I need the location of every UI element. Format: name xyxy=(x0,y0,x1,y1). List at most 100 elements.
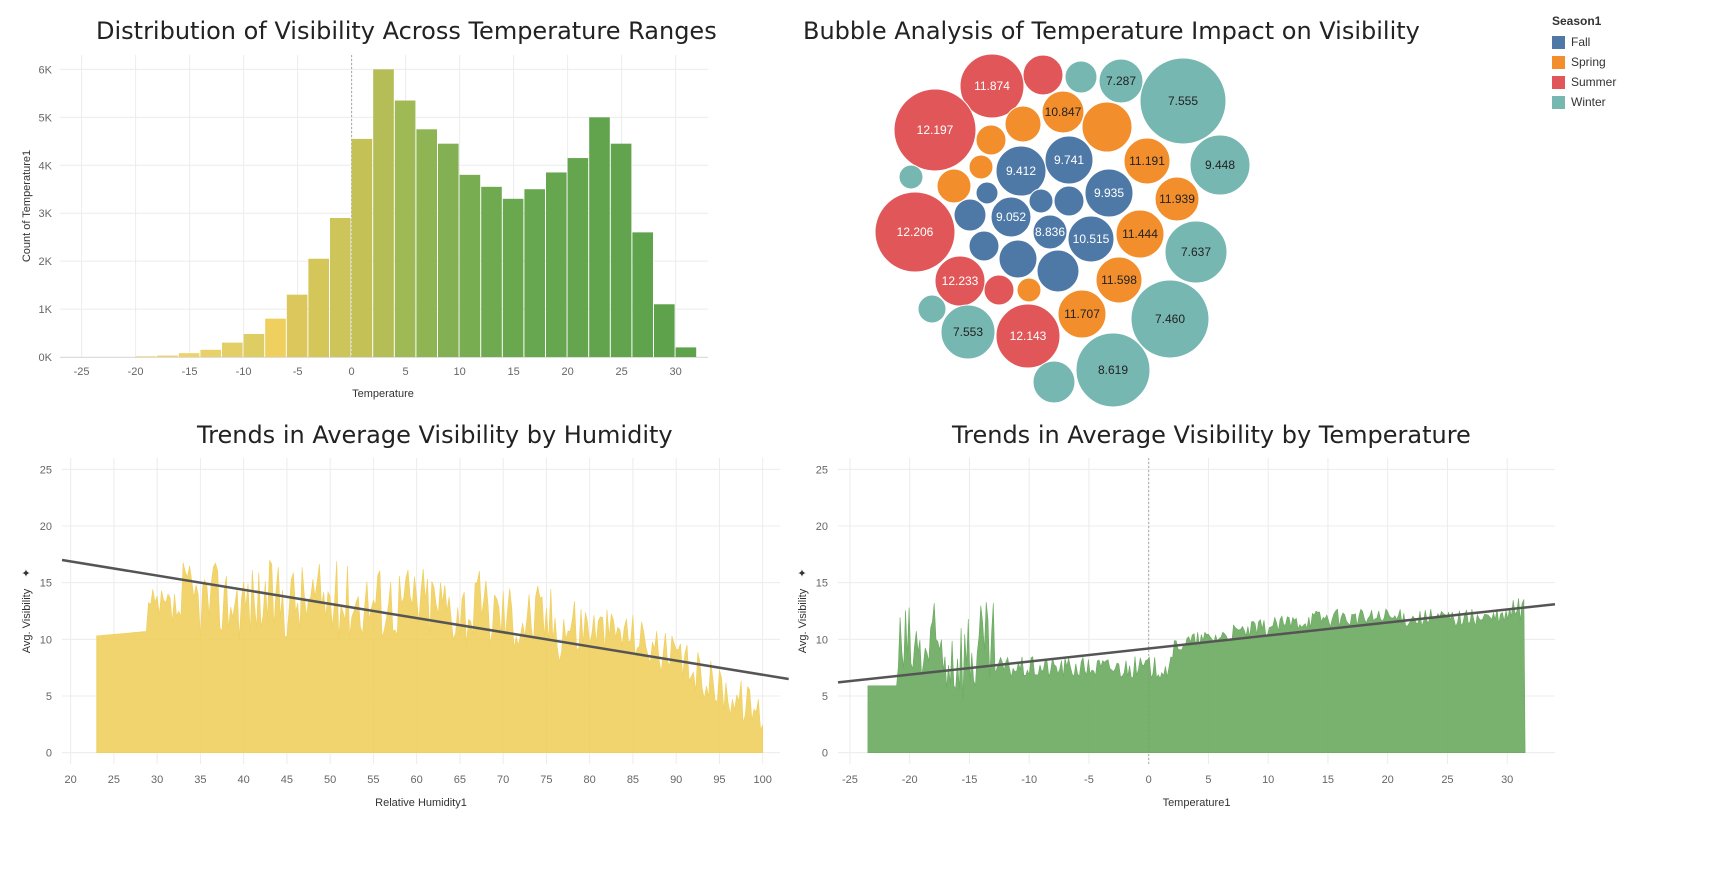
bubble-winter[interactable] xyxy=(1139,57,1227,145)
bubble-winter[interactable] xyxy=(1164,220,1228,284)
bubble-spring[interactable] xyxy=(968,154,994,180)
histogram-bar[interactable] xyxy=(178,353,200,357)
histogram-bar[interactable] xyxy=(675,347,697,357)
x-tick-label: 55 xyxy=(367,774,379,786)
bubble-fall[interactable] xyxy=(1044,135,1094,185)
histogram-bar[interactable] xyxy=(135,356,157,357)
histogram-bar[interactable] xyxy=(308,258,329,357)
y-tick-label: 20 xyxy=(40,521,52,533)
bubble-spring[interactable] xyxy=(1016,277,1042,303)
bubble-fall[interactable] xyxy=(995,145,1047,197)
x-tick-label: 5 xyxy=(1205,774,1211,786)
pin-icon[interactable]: ✦ xyxy=(797,568,809,577)
histogram-bar[interactable] xyxy=(330,217,351,357)
bubble-spring[interactable] xyxy=(1057,289,1107,339)
bubble-spring[interactable] xyxy=(1123,137,1171,185)
visibility-area[interactable] xyxy=(96,559,764,753)
bubble-fall[interactable] xyxy=(1084,168,1134,218)
legend-item-winter[interactable]: Winter xyxy=(1552,92,1616,112)
y-tick-label: 25 xyxy=(40,464,52,476)
bubble-spring[interactable] xyxy=(1154,176,1200,222)
histogram-bar[interactable] xyxy=(373,69,394,357)
histogram-bar[interactable] xyxy=(286,294,308,357)
bubble-label: 7.553 xyxy=(953,325,983,339)
trend-line[interactable] xyxy=(837,602,1556,684)
x-tick-label: 0 xyxy=(349,366,355,378)
y-tick-label: 0 xyxy=(46,748,52,760)
histogram-bar[interactable] xyxy=(589,117,610,357)
x-tick-label: -5 xyxy=(293,366,303,378)
y-axis-title: Avg. Visibility xyxy=(797,588,809,653)
histogram-bar[interactable] xyxy=(654,304,675,357)
bubble-winter[interactable] xyxy=(940,304,996,360)
bubble-winter[interactable] xyxy=(1098,58,1144,104)
bubble-spring[interactable] xyxy=(1095,256,1143,304)
bubble-summer[interactable] xyxy=(893,88,977,172)
bubble-spring[interactable] xyxy=(936,168,972,204)
bubble-label: 8.619 xyxy=(1098,363,1128,377)
bubble-winter[interactable] xyxy=(1189,134,1251,196)
histogram-bar[interactable] xyxy=(243,333,265,357)
histogram-bar[interactable] xyxy=(394,100,416,358)
legend-item-spring[interactable]: Spring xyxy=(1552,52,1616,72)
bubble-spring[interactable] xyxy=(1081,101,1133,153)
histogram-bar[interactable] xyxy=(481,186,502,357)
bubble-summer[interactable] xyxy=(983,274,1015,306)
histogram-bar[interactable] xyxy=(632,232,653,357)
bubble-summer[interactable] xyxy=(959,53,1025,119)
bubble-spring[interactable] xyxy=(1115,209,1165,259)
histogram-bar[interactable] xyxy=(524,189,545,357)
bubble-summer[interactable] xyxy=(874,191,956,273)
bubble-winter[interactable] xyxy=(1064,60,1098,94)
histogram-bar[interactable] xyxy=(567,158,589,357)
histogram-bar[interactable] xyxy=(438,143,459,357)
bubble-winter[interactable] xyxy=(917,294,947,324)
histogram-bar[interactable] xyxy=(610,143,632,357)
x-tick-label: 30 xyxy=(151,774,163,786)
humidity-area-chart: 20 25 30 35 40 45 50 55 60 65 70 75 80 85 90 95 100 0 5 10 1… xyxy=(21,458,789,809)
pin-icon[interactable]: ✦ xyxy=(21,568,33,577)
bubble-fall[interactable] xyxy=(1053,185,1085,217)
bubble-label: 7.555 xyxy=(1168,94,1198,108)
bubble-winter[interactable] xyxy=(898,164,924,190)
histogram-bar[interactable] xyxy=(459,174,481,357)
bubble-fall[interactable] xyxy=(1028,188,1054,214)
bubble-winter[interactable] xyxy=(1075,332,1151,408)
histogram-bar[interactable] xyxy=(416,129,437,357)
bubble-spring[interactable] xyxy=(975,124,1007,156)
legend-title: Season1 xyxy=(1552,14,1602,28)
x-tick-label: 75 xyxy=(540,774,552,786)
bubble-fall[interactable] xyxy=(998,239,1038,279)
legend-item-summer[interactable]: Summer xyxy=(1552,72,1616,92)
histogram-bar[interactable] xyxy=(351,138,373,357)
bubble-fall[interactable] xyxy=(1067,215,1115,263)
bubble-winter[interactable] xyxy=(1130,279,1210,359)
bubble-fall[interactable] xyxy=(1036,249,1080,293)
bubble-summer[interactable] xyxy=(995,303,1061,369)
bubble-fall[interactable] xyxy=(953,198,987,232)
histogram-bar[interactable] xyxy=(546,172,567,357)
bubble-fall[interactable] xyxy=(975,181,999,205)
y-axis-title: Avg. Visibility xyxy=(21,588,33,653)
bubble-spring[interactable] xyxy=(1004,105,1042,143)
bubble-summer[interactable] xyxy=(1022,54,1064,96)
visibility-area[interactable] xyxy=(867,598,1526,753)
legend-item-fall[interactable]: Fall xyxy=(1552,32,1616,52)
bubble-winter[interactable] xyxy=(1032,360,1076,404)
histogram-bar[interactable] xyxy=(265,318,286,357)
bubble-fall[interactable] xyxy=(968,230,1000,262)
season-legend: Season1 Fall Spring Summer Winter xyxy=(1552,14,1616,112)
x-axis-title: Temperature1 xyxy=(1163,797,1231,809)
histogram-bar[interactable] xyxy=(222,342,243,357)
bubble-fall[interactable] xyxy=(990,196,1032,238)
trend-line[interactable] xyxy=(61,558,789,681)
bubble-spring[interactable] xyxy=(1041,90,1085,134)
histogram-bar[interactable] xyxy=(502,198,524,357)
x-tick-label: 25 xyxy=(1441,774,1453,786)
x-tick-label: 35 xyxy=(194,774,206,786)
x-tick-label: 15 xyxy=(507,366,519,378)
histogram-bar[interactable] xyxy=(157,355,178,357)
bubble-fall[interactable] xyxy=(1032,214,1068,250)
histogram-bar[interactable] xyxy=(200,349,221,357)
bubble-label: 12.206 xyxy=(897,225,934,239)
